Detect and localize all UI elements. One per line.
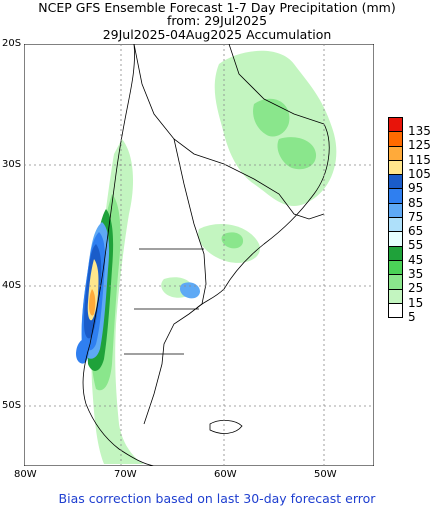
colorbar-level-label: 75	[408, 209, 424, 224]
colorbar-level-label: 95	[408, 181, 424, 196]
colorbar-swatch	[388, 117, 403, 133]
colorbar-swatch	[388, 259, 403, 276]
colorbar-level-label: 55	[408, 238, 424, 253]
lon-label-50w: 50W	[314, 469, 337, 480]
forecast-start-date: from: 29Jul2025	[166, 13, 268, 28]
colorbar-level-label: 105	[408, 166, 431, 181]
colorbar-swatch	[388, 231, 403, 247]
colorbar-swatch	[388, 288, 403, 304]
colorbar-swatch	[388, 217, 403, 233]
bias-correction-note: Bias correction based on last 30-day for…	[58, 491, 376, 506]
colorbar-level-label: 115	[408, 152, 431, 167]
colorbar-level-label: 135	[408, 124, 431, 138]
precipitation-map	[24, 44, 374, 466]
colorbar-level-label: 35	[408, 267, 424, 281]
precipitation-colorbar	[388, 117, 404, 319]
colorbar-level-label: 15	[408, 295, 424, 310]
map-title: NCEP GFS Ensemble Forecast 1-7 Day Preci…	[38, 0, 396, 15]
colorbar-swatch	[388, 202, 403, 219]
lat-lon-grid	[24, 44, 374, 466]
colorbar-swatch	[388, 159, 403, 176]
colorbar-level-label: 5	[408, 309, 416, 324]
lon-label-70w: 70W	[114, 469, 137, 480]
colorbar-level-label: 45	[408, 252, 424, 267]
colorbar-swatch	[388, 174, 403, 190]
precipitation-shading	[76, 50, 337, 464]
colorbar-level-label: 85	[408, 195, 424, 210]
colorbar-swatch	[388, 245, 403, 261]
colorbar-swatch	[388, 145, 403, 161]
colorbar-level-label: 65	[408, 224, 424, 239]
lat-label-40s: 40S	[2, 280, 22, 291]
colorbar-level-label: 125	[408, 138, 431, 153]
colorbar-swatch	[388, 188, 403, 204]
lon-label-60w: 60W	[214, 469, 237, 480]
colorbar-swatch	[388, 131, 403, 147]
colorbar-level-label: 25	[408, 281, 424, 296]
accumulation-period: 29Jul2025-04Aug2025 Accumulation	[102, 27, 332, 42]
colorbar-swatch	[388, 274, 403, 290]
lat-label-30s: 30S	[2, 159, 22, 170]
lat-label-20s: 20S	[2, 38, 22, 49]
lon-label-80w: 80W	[14, 469, 37, 480]
lat-label-50s: 50S	[2, 400, 22, 411]
colorbar-swatch	[388, 302, 403, 319]
